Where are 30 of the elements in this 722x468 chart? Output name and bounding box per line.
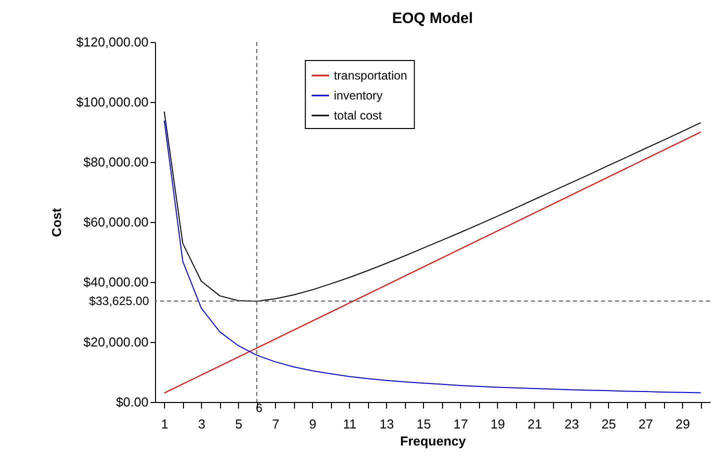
x-tick-label: 3 [198, 416, 206, 432]
y-axis-title: Cost [49, 207, 64, 237]
y-tick-label: $0.00 [116, 394, 148, 410]
ref-line-label: $33,625.00 [88, 294, 150, 308]
x-tick-label: 5 [235, 416, 242, 432]
x-tick-label: 17 [454, 416, 468, 432]
x-tick-label: 19 [490, 416, 505, 432]
legend-label: inventory [334, 88, 383, 102]
x-tick-label: 7 [272, 416, 280, 432]
legend-label: total cost [334, 108, 383, 122]
x-tick-label: 27 [638, 416, 653, 432]
legend-label: transportation [334, 68, 408, 82]
x-tick-label: 11 [343, 416, 356, 432]
x-tick-label: 13 [380, 416, 394, 432]
line-series [164, 111, 702, 302]
x-tick-label: 23 [564, 416, 579, 432]
y-tick-label: $60,000.00 [83, 214, 148, 230]
x-tick-label: 9 [309, 416, 316, 432]
x-tick-label: 25 [602, 416, 616, 432]
x-axis-title: Frequency [400, 434, 467, 448]
x-tick-label: 29 [676, 416, 690, 432]
y-tick-label: $100,000.00 [76, 94, 148, 110]
chart-title: EOQ Model [392, 10, 473, 27]
x-tick-label: 1 [161, 416, 168, 432]
y-tick-label: $80,000.00 [83, 154, 148, 170]
y-tick-label: $40,000.00 [83, 274, 148, 290]
y-tick-label: $20,000.00 [83, 334, 148, 350]
x-tick-label: 21 [528, 416, 542, 432]
x-tick-label: 15 [416, 416, 431, 432]
y-tick-label: $120,000.00 [76, 34, 148, 50]
